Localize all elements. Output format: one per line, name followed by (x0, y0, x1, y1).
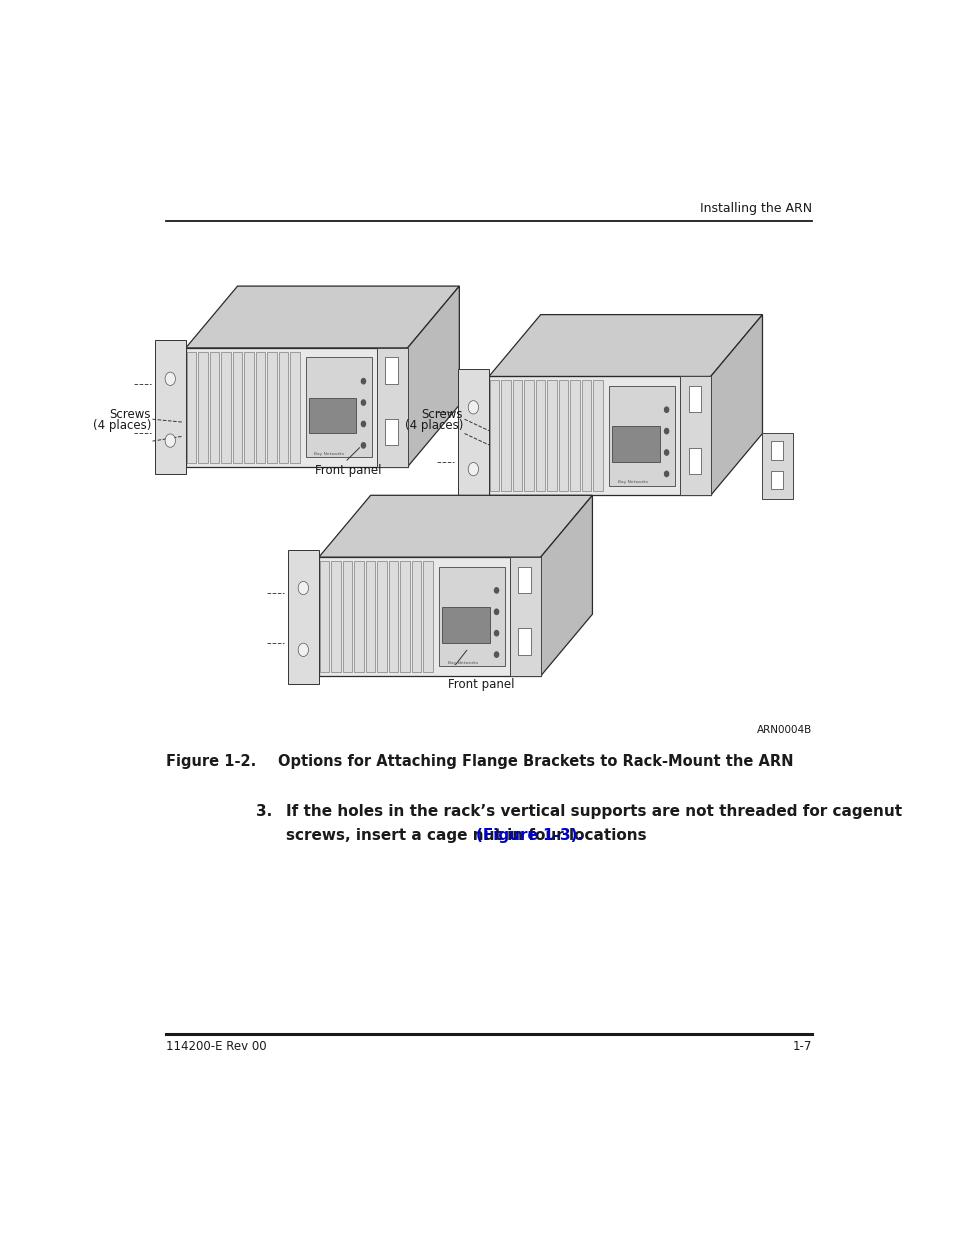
Polygon shape (186, 287, 459, 348)
Text: Installing the ARN: Installing the ARN (700, 201, 811, 215)
Bar (187, 352, 195, 463)
Text: Bay Networks: Bay Networks (617, 480, 647, 484)
Text: Front panel: Front panel (448, 678, 515, 690)
Bar (385, 419, 397, 446)
Text: (4 places): (4 places) (404, 420, 462, 432)
Bar (524, 380, 533, 492)
Bar (305, 357, 372, 457)
Text: (4 places): (4 places) (92, 420, 151, 432)
Bar (760, 433, 792, 499)
Polygon shape (540, 495, 592, 676)
Bar (267, 352, 276, 463)
Text: ARN0004B: ARN0004B (756, 725, 811, 735)
Bar (457, 369, 488, 503)
Bar (770, 471, 782, 489)
Bar (770, 441, 782, 459)
Bar (679, 377, 710, 495)
Bar (154, 341, 186, 474)
Bar (611, 426, 659, 462)
Polygon shape (407, 287, 459, 467)
Circle shape (361, 400, 365, 405)
Bar (385, 357, 397, 384)
Polygon shape (318, 495, 592, 557)
Bar (255, 352, 265, 463)
Bar (308, 398, 356, 433)
Bar (198, 352, 208, 463)
Circle shape (298, 643, 308, 657)
Bar (354, 561, 363, 672)
Bar (244, 352, 253, 463)
Bar (376, 348, 407, 467)
Bar (608, 385, 675, 485)
Text: Front panel: Front panel (314, 464, 381, 477)
Text: 1-7: 1-7 (792, 1040, 811, 1053)
Polygon shape (488, 315, 761, 377)
Bar (536, 380, 545, 492)
Text: Bay Networks: Bay Networks (314, 452, 344, 456)
Circle shape (494, 631, 498, 636)
Bar (593, 380, 602, 492)
Bar (210, 352, 219, 463)
Bar (509, 557, 540, 676)
Bar (288, 550, 318, 684)
Polygon shape (710, 315, 761, 495)
Bar (441, 608, 489, 642)
Text: 114200-E Rev 00: 114200-E Rev 00 (166, 1040, 266, 1053)
Circle shape (664, 472, 668, 477)
Text: screws, insert a cage nut in four locations: screws, insert a cage nut in four locati… (285, 829, 651, 844)
Bar (688, 385, 700, 412)
Bar (365, 561, 375, 672)
Circle shape (361, 378, 365, 384)
Text: 3.: 3. (255, 804, 272, 819)
Bar (518, 629, 530, 655)
Bar (489, 380, 498, 492)
Circle shape (165, 372, 175, 385)
Bar (558, 380, 568, 492)
Text: Figure 1-2.: Figure 1-2. (166, 753, 255, 769)
Circle shape (664, 429, 668, 433)
Circle shape (361, 421, 365, 426)
Bar (688, 448, 700, 474)
Circle shape (468, 462, 478, 475)
Circle shape (468, 400, 478, 414)
Bar (547, 380, 557, 492)
Bar (581, 380, 591, 492)
Text: Bay Networks: Bay Networks (447, 661, 477, 666)
Bar (423, 561, 433, 672)
Bar (500, 380, 510, 492)
Circle shape (494, 609, 498, 615)
Bar (412, 561, 421, 672)
Bar (518, 567, 530, 593)
Bar (512, 380, 521, 492)
Bar (438, 567, 505, 667)
Circle shape (361, 442, 365, 448)
Bar (233, 352, 242, 463)
Bar (376, 561, 386, 672)
Bar (290, 352, 299, 463)
Bar (221, 352, 231, 463)
Circle shape (494, 588, 498, 593)
Polygon shape (488, 377, 710, 495)
Bar (319, 561, 329, 672)
Bar (331, 561, 340, 672)
Bar (570, 380, 579, 492)
Bar (278, 352, 288, 463)
Bar (389, 561, 397, 672)
Bar (342, 561, 352, 672)
Text: Screws: Screws (110, 408, 151, 421)
Circle shape (165, 433, 175, 447)
Text: If the holes in the rack’s vertical supports are not threaded for cagenut: If the holes in the rack’s vertical supp… (285, 804, 901, 819)
Circle shape (664, 450, 668, 456)
Circle shape (664, 408, 668, 412)
Circle shape (298, 582, 308, 595)
Text: Screws: Screws (421, 408, 462, 421)
Circle shape (494, 652, 498, 657)
Polygon shape (186, 348, 407, 467)
Polygon shape (318, 557, 540, 676)
Bar (400, 561, 410, 672)
Text: (Figure 1-3).: (Figure 1-3). (476, 829, 582, 844)
Text: Options for Attaching Flange Brackets to Rack-Mount the ARN: Options for Attaching Flange Brackets to… (278, 753, 793, 769)
